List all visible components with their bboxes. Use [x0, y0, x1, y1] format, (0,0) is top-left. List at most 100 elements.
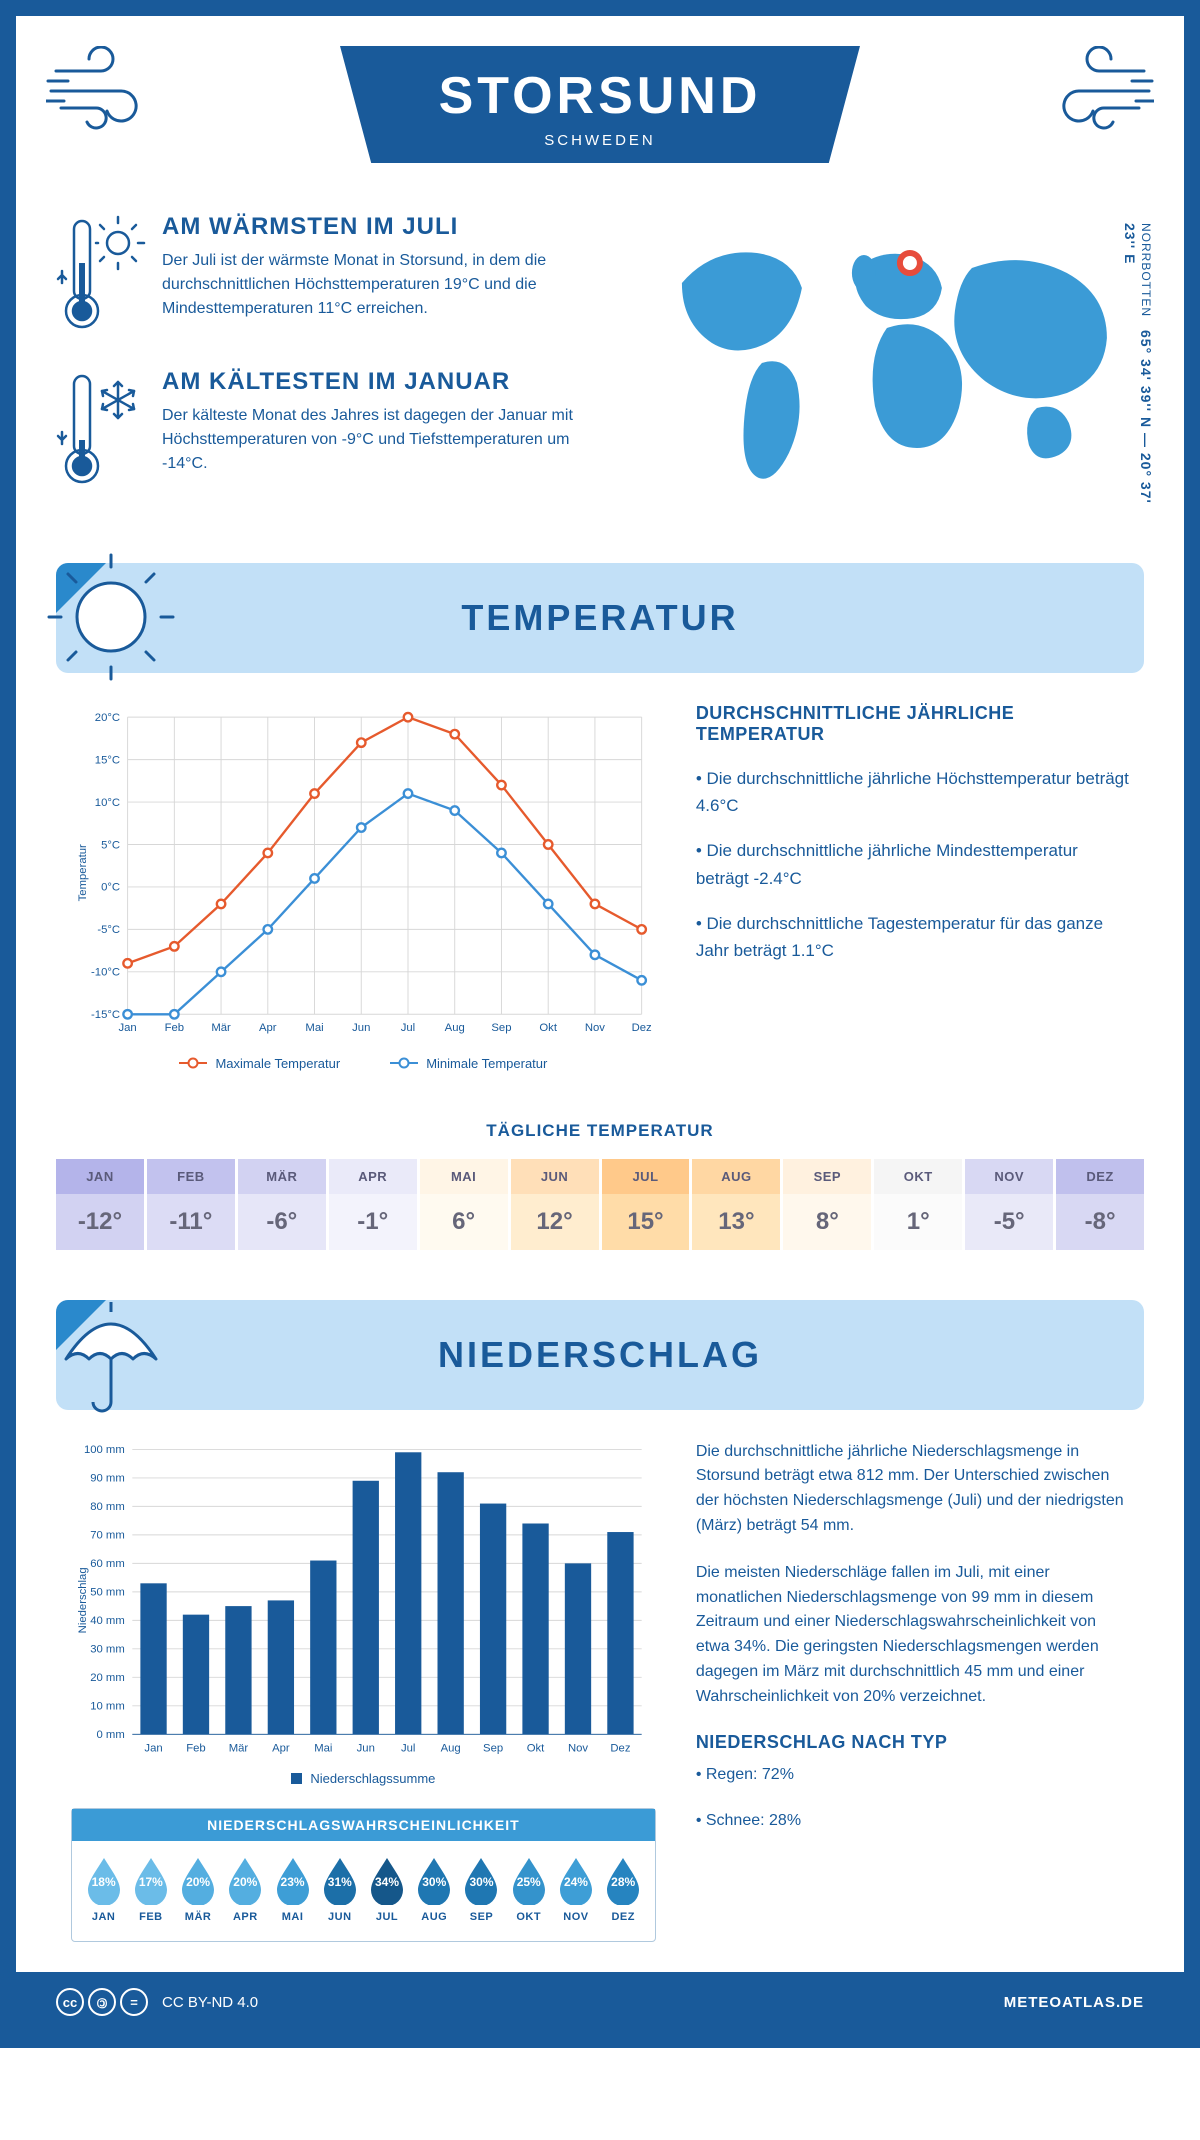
coldest-text: Der kälteste Monat des Jahres ist dagege…: [162, 404, 610, 476]
svg-text:0°C: 0°C: [101, 882, 120, 894]
prob-item: 20%APR: [222, 1855, 269, 1923]
prob-item: 24%NOV: [552, 1855, 599, 1923]
daily-cell: AUG13°: [692, 1159, 780, 1250]
svg-text:Jun: Jun: [357, 1742, 375, 1754]
svg-text:Jan: Jan: [144, 1742, 162, 1754]
legend-max: Maximale Temperatur: [179, 1056, 340, 1071]
svg-text:Mai: Mai: [314, 1742, 332, 1754]
temperature-heading: TEMPERATUR: [461, 597, 738, 639]
prob-item: 20%MÄR: [174, 1855, 221, 1923]
precip-legend: Niederschlagssumme: [71, 1771, 656, 1786]
warmest-block: AM WÄRMSTEN IM JULI Der Juli ist der wär…: [56, 213, 610, 338]
precipitation-text: Die durchschnittliche jährliche Niedersc…: [696, 1440, 1129, 1943]
svg-text:70 mm: 70 mm: [90, 1529, 125, 1541]
svg-text:Mär: Mär: [211, 1022, 231, 1034]
prob-item: 31%JUN: [316, 1855, 363, 1923]
prob-item: 17%FEB: [127, 1855, 174, 1923]
svg-text:30 mm: 30 mm: [90, 1643, 125, 1655]
svg-text:Okt: Okt: [527, 1742, 545, 1754]
license-label: CC BY-ND 4.0: [162, 1994, 258, 2011]
svg-text:60 mm: 60 mm: [90, 1558, 125, 1570]
cc-icons: cc🄯=: [56, 1988, 148, 2016]
daily-cell: NOV-5°: [965, 1159, 1053, 1250]
svg-text:Aug: Aug: [441, 1742, 461, 1754]
svg-text:Jun: Jun: [352, 1022, 370, 1034]
svg-text:Apr: Apr: [272, 1742, 290, 1754]
svg-text:90 mm: 90 mm: [90, 1472, 125, 1484]
svg-text:Temperatur: Temperatur: [77, 844, 89, 901]
svg-text:40 mm: 40 mm: [90, 1615, 125, 1627]
precip-probability-box: NIEDERSCHLAGSWAHRSCHEINLICHKEIT 18%JAN17…: [71, 1808, 656, 1942]
svg-text:50 mm: 50 mm: [90, 1586, 125, 1598]
svg-text:-5°C: -5°C: [97, 924, 120, 936]
daily-cell: JUN12°: [511, 1159, 599, 1250]
daily-cell: MÄR-6°: [238, 1159, 326, 1250]
svg-text:10°C: 10°C: [95, 797, 120, 809]
svg-text:Jul: Jul: [401, 1742, 415, 1754]
svg-text:-15°C: -15°C: [91, 1009, 120, 1021]
svg-text:20°C: 20°C: [95, 712, 120, 724]
thermometer-sun-icon: [56, 213, 146, 338]
svg-text:Mai: Mai: [305, 1022, 323, 1034]
daily-cell: JAN-12°: [56, 1159, 144, 1250]
svg-text:15°C: 15°C: [95, 754, 120, 766]
prob-item: 25%OKT: [505, 1855, 552, 1923]
prob-item: 34%JUL: [363, 1855, 410, 1923]
coordinates: NORRBOTTEN 65° 34' 39'' N — 20° 37' 23''…: [1122, 223, 1154, 523]
svg-text:Apr: Apr: [259, 1022, 277, 1034]
svg-text:Sep: Sep: [483, 1742, 503, 1754]
thermometer-snow-icon: [56, 368, 146, 493]
footer: cc🄯= CC BY-ND 4.0 METEOATLAS.DE: [16, 1972, 1184, 2032]
coldest-title: AM KÄLTESTEN IM JANUAR: [162, 368, 610, 396]
svg-text:-10°C: -10°C: [91, 967, 120, 979]
daily-cell: APR-1°: [329, 1159, 417, 1250]
svg-text:100 mm: 100 mm: [84, 1444, 125, 1456]
svg-text:Nov: Nov: [585, 1022, 605, 1034]
temperature-line-chart: -15°C-10°C-5°C0°C5°C10°C15°C20°CJanFebMä…: [71, 703, 656, 1071]
svg-text:20 mm: 20 mm: [90, 1672, 125, 1684]
svg-text:0 mm: 0 mm: [97, 1729, 125, 1741]
svg-text:Sep: Sep: [491, 1022, 511, 1034]
daily-cell: SEP8°: [783, 1159, 871, 1250]
prob-item: 30%SEP: [458, 1855, 505, 1923]
precipitation-heading: NIEDERSCHLAG: [438, 1334, 762, 1376]
svg-text:Okt: Okt: [539, 1022, 557, 1034]
prob-item: 28%DEZ: [600, 1855, 647, 1923]
temperature-band: TEMPERATUR: [56, 563, 1144, 673]
header: STORSUND SCHWEDEN: [16, 16, 1184, 213]
daily-temp-strip: JAN-12°FEB-11°MÄR-6°APR-1°MAI6°JUN12°JUL…: [56, 1159, 1144, 1250]
daily-cell: DEZ-8°: [1056, 1159, 1144, 1250]
daily-temp-title: TÄGLICHE TEMPERATUR: [16, 1121, 1184, 1141]
legend-min: Minimale Temperatur: [390, 1056, 547, 1071]
svg-text:5°C: 5°C: [101, 839, 120, 851]
svg-text:Dez: Dez: [610, 1742, 630, 1754]
site-label: METEOATLAS.DE: [1004, 1994, 1144, 2011]
svg-text:Nov: Nov: [568, 1742, 588, 1754]
warmest-text: Der Juli ist der wärmste Monat in Storsu…: [162, 249, 610, 321]
svg-text:Aug: Aug: [445, 1022, 465, 1034]
precipitation-band: NIEDERSCHLAG: [56, 1300, 1144, 1410]
svg-text:Feb: Feb: [186, 1742, 205, 1754]
world-map: NORRBOTTEN 65° 34' 39'' N — 20° 37' 23''…: [640, 213, 1144, 523]
location-title: STORSUND: [420, 66, 780, 126]
coldest-block: AM KÄLTESTEN IM JANUAR Der kälteste Mona…: [56, 368, 610, 493]
sun-icon: [46, 547, 176, 687]
svg-text:Niederschlag: Niederschlag: [77, 1567, 89, 1633]
svg-text:Mär: Mär: [229, 1742, 249, 1754]
svg-text:10 mm: 10 mm: [90, 1700, 125, 1712]
svg-text:Dez: Dez: [632, 1022, 652, 1034]
prob-item: 18%JAN: [80, 1855, 127, 1923]
warmest-title: AM WÄRMSTEN IM JULI: [162, 213, 610, 241]
daily-cell: JUL15°: [602, 1159, 690, 1250]
svg-text:80 mm: 80 mm: [90, 1501, 125, 1513]
country-label: SCHWEDEN: [420, 132, 780, 149]
precipitation-bar-chart: 0 mm 10 mm 20 mm 30 mm 40 mm 50 mm 60 mm 70 mm 8…: [71, 1440, 656, 1787]
svg-text:Feb: Feb: [165, 1022, 184, 1034]
prob-item: 30%AUG: [411, 1855, 458, 1923]
wind-icon: [1034, 46, 1154, 136]
umbrella-icon: [46, 1284, 176, 1424]
temperature-info: DURCHSCHNITTLICHE JÄHRLICHE TEMPERATUR •…: [696, 703, 1129, 1071]
daily-cell: OKT1°: [874, 1159, 962, 1250]
daily-cell: MAI6°: [420, 1159, 508, 1250]
title-banner: STORSUND SCHWEDEN: [340, 46, 860, 163]
